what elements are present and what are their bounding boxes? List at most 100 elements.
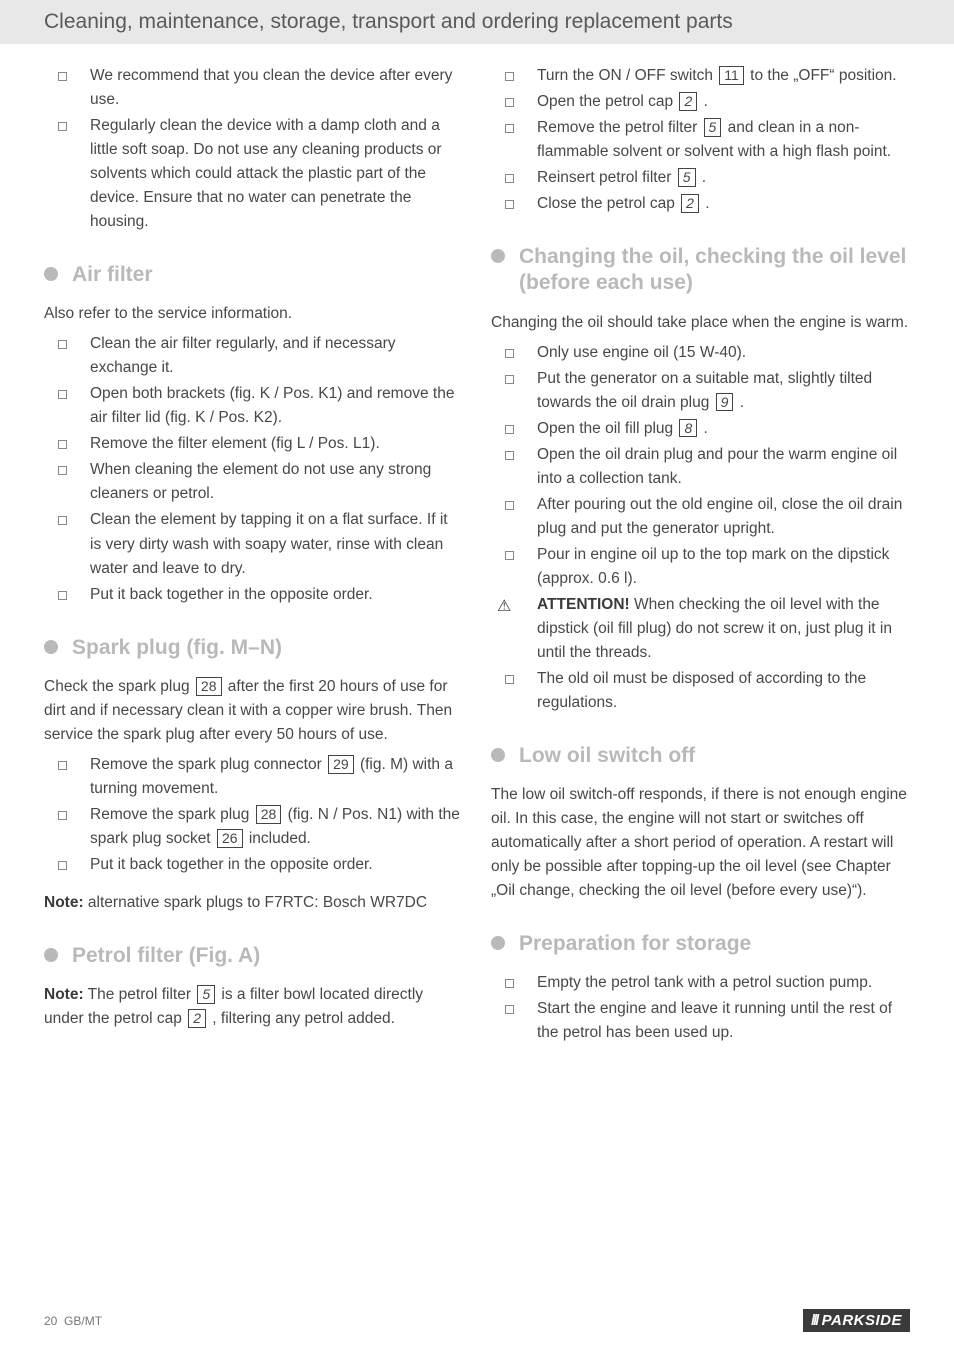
list-item: Regularly clean the device with a damp c… [44,114,463,234]
ref-box: 29 [328,755,354,774]
text: Put the generator on a suitable mat, sli… [537,370,872,411]
list-item: We recommend that you clean the device a… [44,64,463,112]
text: to the „OFF“ position. [746,67,897,84]
air-filter-heading: Air filter [44,262,463,288]
text: . [699,93,708,110]
section-title: Preparation for storage [519,931,751,957]
list-item: Reinsert petrol filter 5 . [491,166,910,190]
prep-storage-list: Empty the petrol tank with a petrol suct… [491,971,910,1045]
petrol-filter-heading: Petrol filter (Fig. A) [44,943,463,969]
text: Open the petrol cap [537,93,677,110]
low-oil-para: The low oil switch-off responds, if ther… [491,783,910,903]
attention-row: ⚠ ATTENTION! When checking the oil level… [491,593,910,665]
ref-box: 11 [719,66,744,85]
text: Turn the ON / OFF switch [537,67,717,84]
text: Reinsert petrol filter [537,169,676,186]
list-item: When cleaning the element do not use any… [44,458,463,506]
spark-plug-list: Remove the spark plug connector 29 (fig.… [44,753,463,877]
list-item: After pouring out the old engine oil, cl… [491,493,910,541]
list-item: Remove the spark plug connector 29 (fig.… [44,753,463,801]
low-oil-heading: Low oil switch off [491,743,910,769]
list-item: The old oil must be disposed of accordin… [491,667,910,715]
right-column: Turn the ON / OFF switch 11 to the „OFF“… [491,64,910,1047]
oil-list: Only use engine oil (15 W-40). Put the g… [491,341,910,591]
list-item: Open both brackets (fig. K / Pos. K1) an… [44,382,463,430]
spark-plug-heading: Spark plug (fig. M–N) [44,635,463,661]
ref-box: 26 [217,829,243,848]
text: alternative spark plugs to F7RTC: Bosch … [84,894,427,911]
brand-stripes-icon: /// [811,1312,818,1329]
list-item: Clean the element by tapping it on a fla… [44,508,463,580]
list-item: Put it back together in the opposite ord… [44,583,463,607]
section-title: Changing the oil, checking the oil level… [519,244,910,297]
section-title: Petrol filter (Fig. A) [72,943,260,969]
list-item: Pour in engine oil up to the top mark on… [491,543,910,591]
text: Close the petrol cap [537,195,679,212]
note-label: Note: [44,894,84,911]
list-item: Open the oil fill plug 8 . [491,417,910,441]
section-title: Air filter [72,262,153,288]
ref-box: 2 [188,1009,206,1028]
page-footer: 20 GB/MT /// PARKSIDE [44,1309,910,1332]
ref-box: 28 [196,677,222,696]
list-item: Clean the air filter regularly, and if n… [44,332,463,380]
header-title: Cleaning, maintenance, storage, transpor… [44,10,733,33]
footer-left: 20 GB/MT [44,1314,102,1328]
ref-box: 2 [679,92,697,111]
petrol-filter-note: Note: The petrol filter 5 is a filter bo… [44,983,463,1031]
warning-icon: ⚠ [497,595,511,620]
section-title: Low oil switch off [519,743,695,769]
list-item: Remove the filter element (fig L / Pos. … [44,432,463,456]
ref-box: 5 [197,985,215,1004]
brand-logo: /// PARKSIDE [803,1309,910,1332]
list-item: Open the petrol cap 2 . [491,90,910,114]
bullet-dot-icon [44,948,58,962]
brand-name: PARKSIDE [822,1312,902,1329]
text: . [698,169,707,186]
text: The petrol filter [84,986,196,1003]
region-code: GB/MT [64,1314,102,1328]
text: . [701,195,710,212]
bullet-dot-icon [44,640,58,654]
list-item: Open the oil drain plug and pour the war… [491,443,910,491]
ref-box: 5 [678,168,696,187]
list-item: Put it back together in the opposite ord… [44,853,463,877]
left-column: We recommend that you clean the device a… [44,64,463,1047]
text: Remove the spark plug connector [90,756,326,773]
oil-intro: Changing the oil should take place when … [491,311,910,335]
text: . [699,420,708,437]
air-filter-intro: Also refer to the service information. [44,302,463,326]
text: . [735,394,744,411]
list-item: Turn the ON / OFF switch 11 to the „OFF“… [491,64,910,88]
intro-bullet-list: We recommend that you clean the device a… [44,64,463,234]
content-columns: We recommend that you clean the device a… [0,44,954,1047]
bullet-dot-icon [44,267,58,281]
text: Remove the spark plug [90,806,254,823]
list-item: Remove the spark plug 28 (fig. N / Pos. … [44,803,463,851]
text: Open the oil fill plug [537,420,677,437]
note-label: Note: [44,986,84,1003]
attention-label: ATTENTION! [537,596,630,613]
ref-box: 5 [704,118,722,137]
list-item: Close the petrol cap 2 . [491,192,910,216]
page-header: Cleaning, maintenance, storage, transpor… [0,0,954,44]
petrol-steps-list: Turn the ON / OFF switch 11 to the „OFF“… [491,64,910,216]
text: included. [245,830,311,847]
air-filter-list: Clean the air filter regularly, and if n… [44,332,463,606]
list-item: Put the generator on a suitable mat, sli… [491,367,910,415]
spark-plug-intro: Check the spark plug 28 after the first … [44,675,463,747]
bullet-dot-icon [491,249,505,263]
bullet-dot-icon [491,748,505,762]
list-item: Remove the petrol filter 5 and clean in … [491,116,910,164]
ref-box: 8 [679,419,697,438]
list-item: Only use engine oil (15 W-40). [491,341,910,365]
page-number: 20 [44,1314,57,1328]
text: Check the spark plug [44,678,194,695]
section-title: Spark plug (fig. M–N) [72,635,282,661]
spark-plug-note: Note: alternative spark plugs to F7RTC: … [44,891,463,915]
ref-box: 2 [681,194,699,213]
list-item: Empty the petrol tank with a petrol suct… [491,971,910,995]
ref-box: 9 [716,393,734,412]
bullet-dot-icon [491,936,505,950]
text: , filtering any petrol added. [208,1010,395,1027]
